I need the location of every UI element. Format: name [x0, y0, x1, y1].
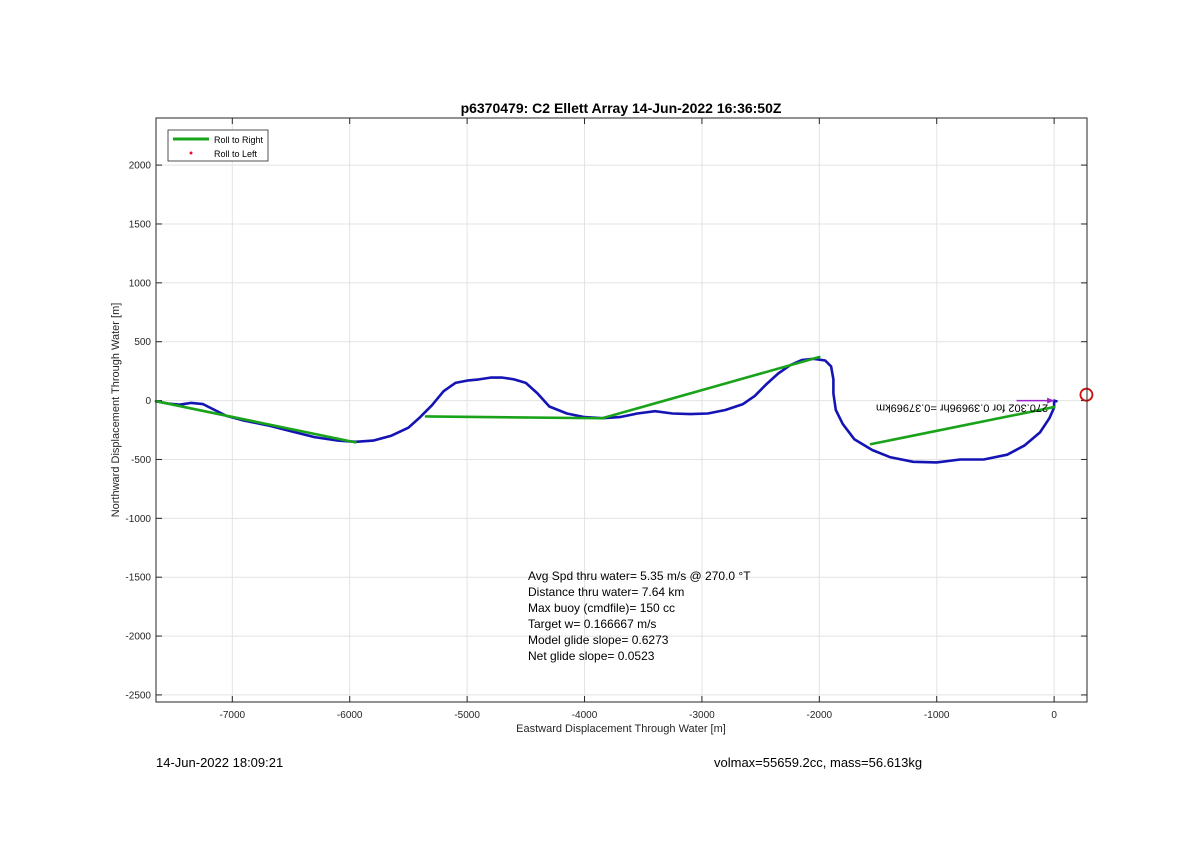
roll-right-segment: [154, 399, 357, 444]
target-marker: [1079, 387, 1094, 402]
stats-line: Net glide slope= 0.0523: [528, 649, 655, 663]
stats-line: Target w= 0.166667 m/s: [528, 617, 656, 631]
roll-right-segment: [600, 355, 821, 420]
grid: [156, 118, 1087, 702]
y-tick-label: -2500: [125, 690, 151, 701]
chart-title: p6370479: C2 Ellett Array 14-Jun-2022 16…: [461, 100, 782, 116]
legend-label-roll-right: Roll to Right: [214, 135, 264, 145]
x-tick-label: -7000: [220, 710, 246, 721]
stats-line: Avg Spd thru water= 5.35 m/s @ 270.0 °T: [528, 569, 751, 583]
series-track-line: [154, 357, 1058, 464]
annotation-layer: 270.302 for 0.39696hr =0.37969km: [876, 387, 1094, 414]
stats-line: Max buoy (cmdfile)= 150 cc: [528, 601, 675, 615]
footer-mass-info: volmax=55659.2cc, mass=56.613kg: [714, 755, 923, 770]
y-tick-label: 2000: [129, 161, 152, 172]
legend-swatch-roll-left: [189, 151, 193, 155]
roll-right-segment: [869, 405, 1056, 446]
axes-box: [155, 117, 1088, 703]
y-tick-label: -2000: [125, 632, 151, 643]
y-tick-label: -1000: [125, 514, 151, 525]
x-tick-label: -4000: [572, 710, 598, 721]
stats-line: Distance thru water= 7.64 km: [528, 585, 684, 599]
footer-timestamp: 14-Jun-2022 18:09:21: [156, 755, 284, 770]
series-layer: [154, 355, 1058, 464]
axes-background: [156, 118, 1087, 702]
legend: Roll to Right Roll to Left: [167, 129, 269, 162]
y-tick-label: -500: [131, 455, 151, 466]
drift-label: 270.302 for 0.39696hr =0.37969km: [876, 402, 1048, 414]
y-tick-label: 1500: [129, 219, 152, 230]
x-tick-label: -2000: [807, 710, 833, 721]
y-tick-label: 500: [134, 337, 151, 348]
y-axis-label: Northward Displacement Through Water [m]: [110, 303, 122, 518]
y-tick-label: -1500: [125, 573, 151, 584]
x-axis-label: Eastward Displacement Through Water [m]: [516, 723, 726, 735]
x-tick-label: -1000: [924, 710, 950, 721]
x-tick-label: -3000: [689, 710, 715, 721]
legend-box: [167, 129, 269, 162]
x-tick-label: -6000: [337, 710, 363, 721]
roll-right-segment: [424, 415, 604, 420]
x-tick-label: 0: [1051, 710, 1057, 721]
stats-line: Model glide slope= 0.6273: [528, 633, 669, 647]
drift-arrow-head: [1047, 397, 1055, 404]
ticks: -7000 -6000 -5000 -4000 -3000 -2000 -1000 0-250…: [125, 118, 1087, 721]
y-tick-label: 1000: [129, 278, 152, 289]
x-tick-label: -5000: [454, 710, 480, 721]
stats-block: Avg Spd thru water= 5.35 m/s @ 270.0 °T D…: [528, 569, 751, 663]
legend-label-roll-left: Roll to Left: [214, 149, 258, 159]
y-tick-label: 0: [145, 396, 151, 407]
